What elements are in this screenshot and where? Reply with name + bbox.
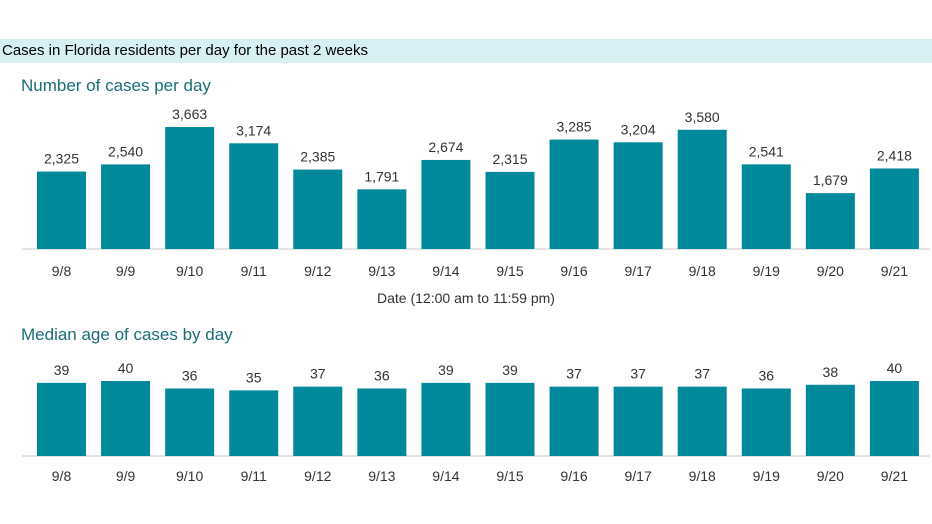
age-x-tick-label: 9/20 xyxy=(817,468,844,484)
age-bar xyxy=(165,389,214,457)
age-x-tick-label: 9/14 xyxy=(432,468,459,484)
cases-bar xyxy=(229,143,278,249)
cases-value-label: 2,315 xyxy=(492,151,527,167)
cases-bar xyxy=(614,142,663,249)
age-value-label: 40 xyxy=(887,360,903,376)
cases-x-tick-label: 9/11 xyxy=(241,263,267,279)
age-bar xyxy=(421,383,470,456)
cases-value-label: 2,325 xyxy=(44,151,79,167)
cases-value-label: 1,679 xyxy=(813,172,848,188)
age-value-label: 39 xyxy=(438,362,454,378)
age-x-tick-label: 9/15 xyxy=(496,468,523,484)
age-x-tick-label: 9/8 xyxy=(52,468,72,484)
age-x-tick-label: 9/18 xyxy=(689,468,716,484)
cases-value-label: 2,674 xyxy=(428,139,463,155)
cases-x-tick-label: 9/21 xyxy=(881,263,908,279)
age-bar xyxy=(806,385,855,456)
cases-bar xyxy=(165,127,214,249)
age-value-label: 35 xyxy=(246,369,262,385)
cases-bar xyxy=(550,140,599,249)
cases-value-label: 3,174 xyxy=(236,122,271,138)
age-value-label: 39 xyxy=(502,362,518,378)
age-value-label: 36 xyxy=(374,368,390,384)
age-bar xyxy=(357,389,406,457)
age-bar xyxy=(101,381,150,456)
age-value-label: 38 xyxy=(823,364,839,380)
cases-x-tick-label: 9/17 xyxy=(625,263,652,279)
cases-x-tick-label: 9/14 xyxy=(432,263,459,279)
age-value-label: 36 xyxy=(758,368,774,384)
age-value-label: 37 xyxy=(310,366,326,382)
age-x-tick-label: 9/16 xyxy=(560,468,587,484)
age-bar xyxy=(550,387,599,456)
cases-x-tick-label: 9/10 xyxy=(176,263,203,279)
age-x-tick-label: 9/21 xyxy=(881,468,908,484)
cases-value-label: 3,663 xyxy=(172,106,207,122)
cases-bar xyxy=(37,172,86,249)
cases-value-label: 2,418 xyxy=(877,147,912,163)
age-value-label: 37 xyxy=(566,366,582,382)
age-x-tick-label: 9/13 xyxy=(368,468,395,484)
cases-bar xyxy=(357,189,406,249)
age-x-tick-label: 9/10 xyxy=(176,468,203,484)
age-value-label: 39 xyxy=(54,362,70,378)
cases-value-label: 2,541 xyxy=(749,143,784,159)
cases-bar xyxy=(806,193,855,249)
age-value-label: 36 xyxy=(182,368,198,384)
cases-x-tick-label: 9/12 xyxy=(304,263,331,279)
cases-bar xyxy=(101,164,150,249)
cases-value-label: 2,385 xyxy=(300,149,335,165)
cases-bar xyxy=(293,170,342,249)
cases-value-label: 3,285 xyxy=(557,119,592,135)
cases-x-tick-label: 9/15 xyxy=(496,263,523,279)
cases-x-tick-label: 9/9 xyxy=(116,263,136,279)
cases-x-tick-label: 9/18 xyxy=(689,263,716,279)
cases-x-tick-label: 9/19 xyxy=(753,263,780,279)
cases-bar xyxy=(742,164,791,249)
age-x-tick-label: 9/12 xyxy=(304,468,331,484)
age-bar xyxy=(37,383,86,456)
age-bar xyxy=(678,387,727,456)
cases-bar xyxy=(870,168,919,249)
age-bar xyxy=(485,383,534,456)
cases-bar xyxy=(485,172,534,249)
cases-bar xyxy=(421,160,470,249)
age-x-tick-label: 9/9 xyxy=(116,468,136,484)
cases-x-tick-label: 9/16 xyxy=(560,263,587,279)
cases-bar xyxy=(678,130,727,249)
age-bar xyxy=(293,387,342,456)
age-x-tick-label: 9/17 xyxy=(625,468,652,484)
cases-value-label: 3,204 xyxy=(621,121,656,137)
cases-x-tick-label: 9/8 xyxy=(52,263,72,279)
age-x-tick-label: 9/11 xyxy=(241,468,267,484)
cases-value-label: 3,580 xyxy=(685,109,720,125)
age-bar xyxy=(742,389,791,457)
cases-x-tick-label: 9/20 xyxy=(817,263,844,279)
cases-value-label: 2,540 xyxy=(108,143,143,159)
age-bar xyxy=(614,387,663,456)
cases-value-label: 1,791 xyxy=(364,168,399,184)
age-value-label: 37 xyxy=(694,366,710,382)
age-bar xyxy=(870,381,919,456)
age-bar xyxy=(229,390,278,456)
age-value-label: 40 xyxy=(118,360,134,376)
charts-canvas: 2,325 9/8 2,540 9/9 3,663 9/10 3,174 9/11 2,385 9… xyxy=(0,0,932,524)
cases-x-tick-label: 9/13 xyxy=(368,263,395,279)
age-value-label: 37 xyxy=(630,366,646,382)
age-x-tick-label: 9/19 xyxy=(753,468,780,484)
